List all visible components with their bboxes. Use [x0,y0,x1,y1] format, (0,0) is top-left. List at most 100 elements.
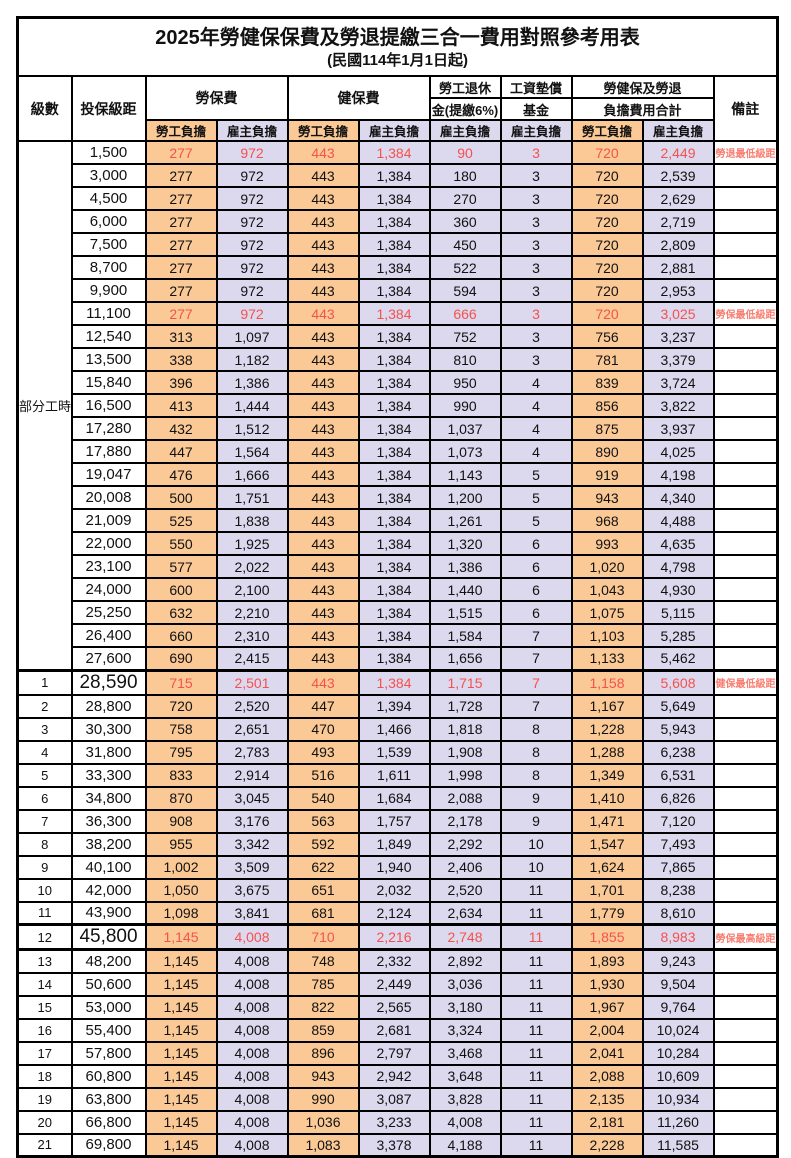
health-er-cell: 1,466 [357,716,431,742]
health-er-cell: 1,757 [357,808,431,834]
labor-er-cell: 3,342 [215,831,289,857]
health-emp-cell: 1,036 [286,1109,360,1135]
health-er-cell: 1,684 [357,785,431,811]
table-row: 8 38,200 955 3,342 592 1,849 2,292 10 1,547 7,493 [16,831,779,857]
remark-cell [712,554,779,579]
labor-er-cell: 4,008 [215,971,289,997]
health-emp-cell: 443 [286,255,360,280]
health-er-cell: 1,384 [357,370,431,395]
wage-fund-er-cell: 7 [499,668,573,696]
wage-fund-er-cell: 11 [499,923,573,951]
level-cell: 14 [16,971,73,997]
total-er-cell: 5,608 [641,668,715,696]
labor-er-cell: 2,100 [215,577,289,602]
bracket-cell: 9,900 [70,278,147,303]
total-emp-cell: 781 [570,347,644,372]
labor-emp-cell: 600 [144,577,218,602]
remark-cell [712,255,779,280]
health-emp-cell: 443 [286,508,360,533]
pension-er-cell: 1,143 [428,462,502,487]
health-er-cell: 2,565 [357,994,431,1020]
bracket-cell: 34,800 [70,785,147,811]
total-er-cell: 7,865 [641,854,715,880]
total-er-cell: 2,539 [641,163,715,188]
table-row: 21,009 525 1,838 443 1,384 1,261 5 968 4,488 [18,508,779,533]
health-er-cell: 1,384 [357,163,431,188]
health-er-cell: 1,384 [357,577,431,602]
pension-er-cell: 1,261 [428,508,502,533]
labor-emp-cell: 277 [144,301,218,326]
bracket-cell: 13,500 [70,347,147,372]
pension-er-cell: 1,715 [428,668,502,696]
total-er-cell: 5,462 [641,646,715,671]
health-emp-cell: 785 [286,971,360,997]
total-emp-cell: 1,228 [570,716,644,742]
total-emp-cell: 2,228 [570,1132,644,1158]
health-emp-cell: 443 [286,186,360,211]
remark-cell [712,948,779,974]
labor-er-cell: 3,841 [215,900,289,926]
labor-emp-cell: 955 [144,831,218,857]
total-emp-cell: 1,075 [570,600,644,625]
table-row: 9,900 277 972 443 1,384 594 3 720 2,953 [18,278,779,303]
total-er-cell: 11,260 [641,1109,715,1135]
pension-er-cell: 1,037 [428,416,502,441]
total-er-cell: 5,115 [641,600,715,625]
table-row: 20,008 500 1,751 443 1,384 1,200 5 943 4,340 [18,485,779,510]
health-er-cell: 3,087 [357,1086,431,1112]
remark-cell [712,1017,779,1043]
total-emp-cell: 875 [570,416,644,441]
total-emp-cell: 720 [570,186,644,211]
health-emp-cell: 443 [286,623,360,648]
pension-er-cell: 270 [428,186,502,211]
labor-er-cell: 972 [215,163,289,188]
remark-cell [712,623,779,648]
pension-er-cell: 1,073 [428,439,502,464]
col-header-pension-line1: 勞工退休 [428,75,502,99]
health-emp-cell: 681 [286,900,360,926]
level-cell: 5 [16,762,73,788]
table-body: 部分工時 1,500 277 972 443 1,384 90 3 720 2,449 勞退最低級距… [16,140,779,1158]
health-er-cell: 1,384 [357,646,431,671]
labor-emp-cell: 277 [144,255,218,280]
remark-cell [712,693,779,719]
remark-cell: 健保最低級距 [712,668,779,696]
table-row: 27,600 690 2,415 443 1,384 1,656 7 1,133 5,462 [18,646,779,671]
bracket-cell: 45,800 [70,923,147,951]
labor-er-cell: 3,176 [215,808,289,834]
labor-emp-cell: 715 [144,668,218,696]
level-cell: 13 [16,948,73,974]
health-emp-cell: 443 [286,232,360,257]
pension-er-cell: 2,406 [428,854,502,880]
table-row: 部分工時 1,500 277 972 443 1,384 90 3 720 2,449 勞退最低級距 [16,140,779,671]
pension-er-cell: 1,998 [428,762,502,788]
bracket-cell: 11,100 [70,301,147,326]
total-emp-cell: 720 [570,301,644,326]
table-row: 3,000 277 972 443 1,384 180 3 720 2,539 [18,163,779,188]
total-emp-cell: 943 [570,485,644,510]
health-er-cell: 1,384 [357,554,431,579]
total-emp-cell: 1,855 [570,923,644,951]
remark-cell [712,462,779,487]
health-emp-cell: 622 [286,854,360,880]
wage-fund-er-cell: 11 [499,1017,573,1043]
total-er-cell: 8,610 [641,900,715,926]
remark-cell [712,994,779,1020]
total-er-cell: 5,285 [641,623,715,648]
wage-fund-er-cell: 9 [499,808,573,834]
table-row: 22,000 550 1,925 443 1,384 1,320 6 993 4,635 [18,531,779,556]
bracket-cell: 15,840 [70,370,147,395]
remark-cell [712,739,779,765]
bracket-cell: 24,000 [70,577,147,602]
total-emp-cell: 1,288 [570,739,644,765]
labor-er-cell: 2,210 [215,600,289,625]
health-er-cell: 1,384 [357,347,431,372]
table-row: 4 31,800 795 2,783 493 1,539 1,908 8 1,288 6,238 [16,739,779,765]
col-header-wage-fund-line1: 工資墊償 [499,75,573,99]
health-er-cell: 2,332 [357,948,431,974]
bracket-cell: 7,500 [70,232,147,257]
pension-er-cell: 1,440 [428,577,502,602]
bracket-cell: 12,540 [70,324,147,349]
total-er-cell: 11,585 [641,1132,715,1158]
